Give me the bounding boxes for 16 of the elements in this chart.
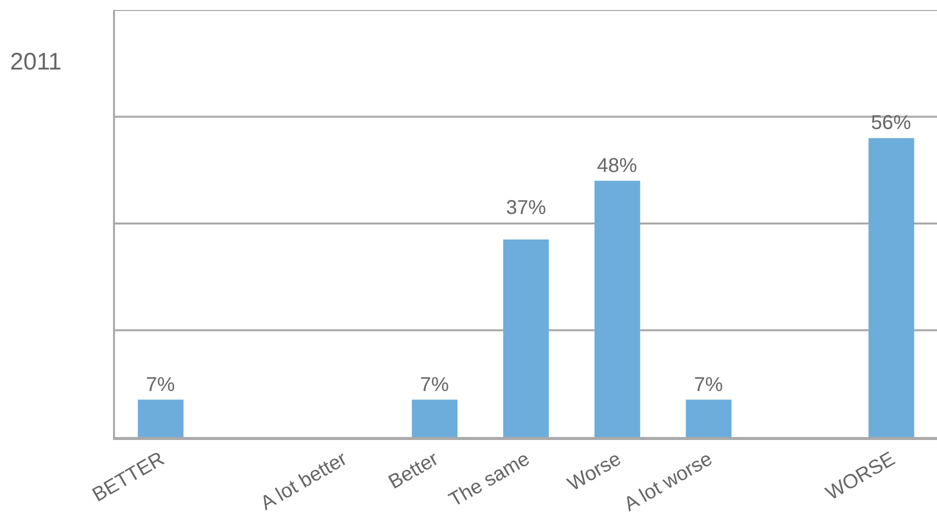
bar: [412, 400, 458, 437]
x-tick-label: A lot worse: [620, 448, 716, 516]
bar: [686, 400, 732, 437]
data-label: 7%: [146, 374, 176, 396]
data-label: 56%: [871, 112, 912, 134]
data-label: 7%: [420, 374, 450, 396]
bar: [868, 138, 914, 437]
bar: [594, 180, 640, 437]
data-label: 37%: [506, 197, 546, 219]
bar: [138, 400, 184, 437]
x-tick-label: A lot better: [257, 448, 352, 515]
data-label: 7%: [694, 374, 724, 396]
x-tick-label: The same: [445, 448, 534, 512]
text: 2011: [10, 48, 62, 76]
bar: [503, 240, 549, 437]
data-label: 48%: [597, 155, 638, 177]
